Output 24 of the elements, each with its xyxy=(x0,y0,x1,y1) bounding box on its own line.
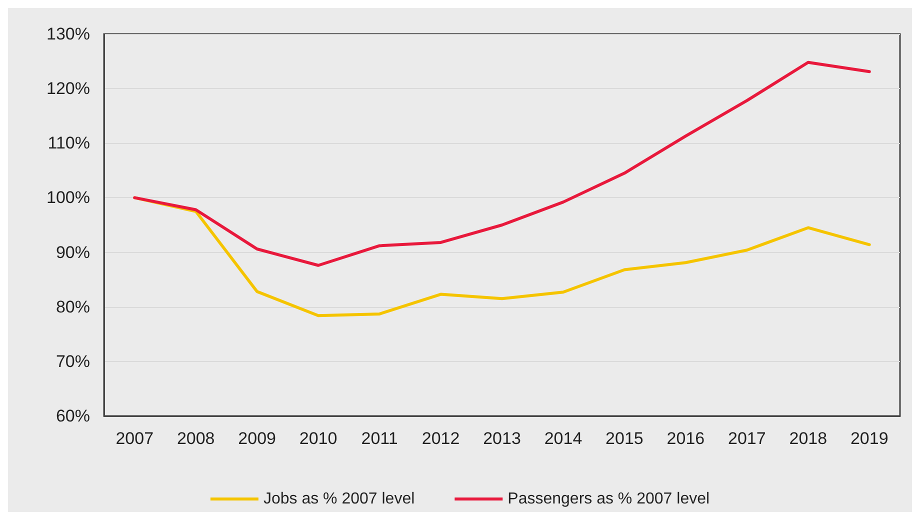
x-tick-label: 2011 xyxy=(361,429,398,448)
x-tick-label: 2012 xyxy=(422,429,460,448)
y-tick-label: 80% xyxy=(56,297,90,316)
x-tick-label: 2013 xyxy=(483,429,521,448)
x-tick-label: 2014 xyxy=(544,429,582,448)
legend-label: Jobs as % 2007 level xyxy=(263,490,415,508)
line-series xyxy=(133,60,871,267)
y-tick-label: 120% xyxy=(46,79,90,98)
x-tick-label: 2016 xyxy=(666,429,705,448)
y-tick-label: 60% xyxy=(56,406,90,426)
y-tick-label: 110% xyxy=(48,134,90,153)
y-tick-label: 90% xyxy=(56,242,90,262)
x-tick-label: 2017 xyxy=(728,429,766,448)
legend-label: Passengers as % 2007 level xyxy=(508,490,710,508)
x-tick-label: 2015 xyxy=(606,429,644,448)
y-tick-label: 100% xyxy=(46,188,90,208)
x-tick-label: 2019 xyxy=(850,429,888,448)
x-tick-label: 2018 xyxy=(789,429,828,448)
x-tick-label: 2010 xyxy=(299,429,338,448)
y-tick-label: 130% xyxy=(46,24,90,44)
x-tick-label: 2009 xyxy=(238,429,276,448)
x-tick-label: 2007 xyxy=(116,429,154,448)
x-tick-label: 2008 xyxy=(176,429,215,448)
y-tick-label: 70% xyxy=(56,352,90,371)
